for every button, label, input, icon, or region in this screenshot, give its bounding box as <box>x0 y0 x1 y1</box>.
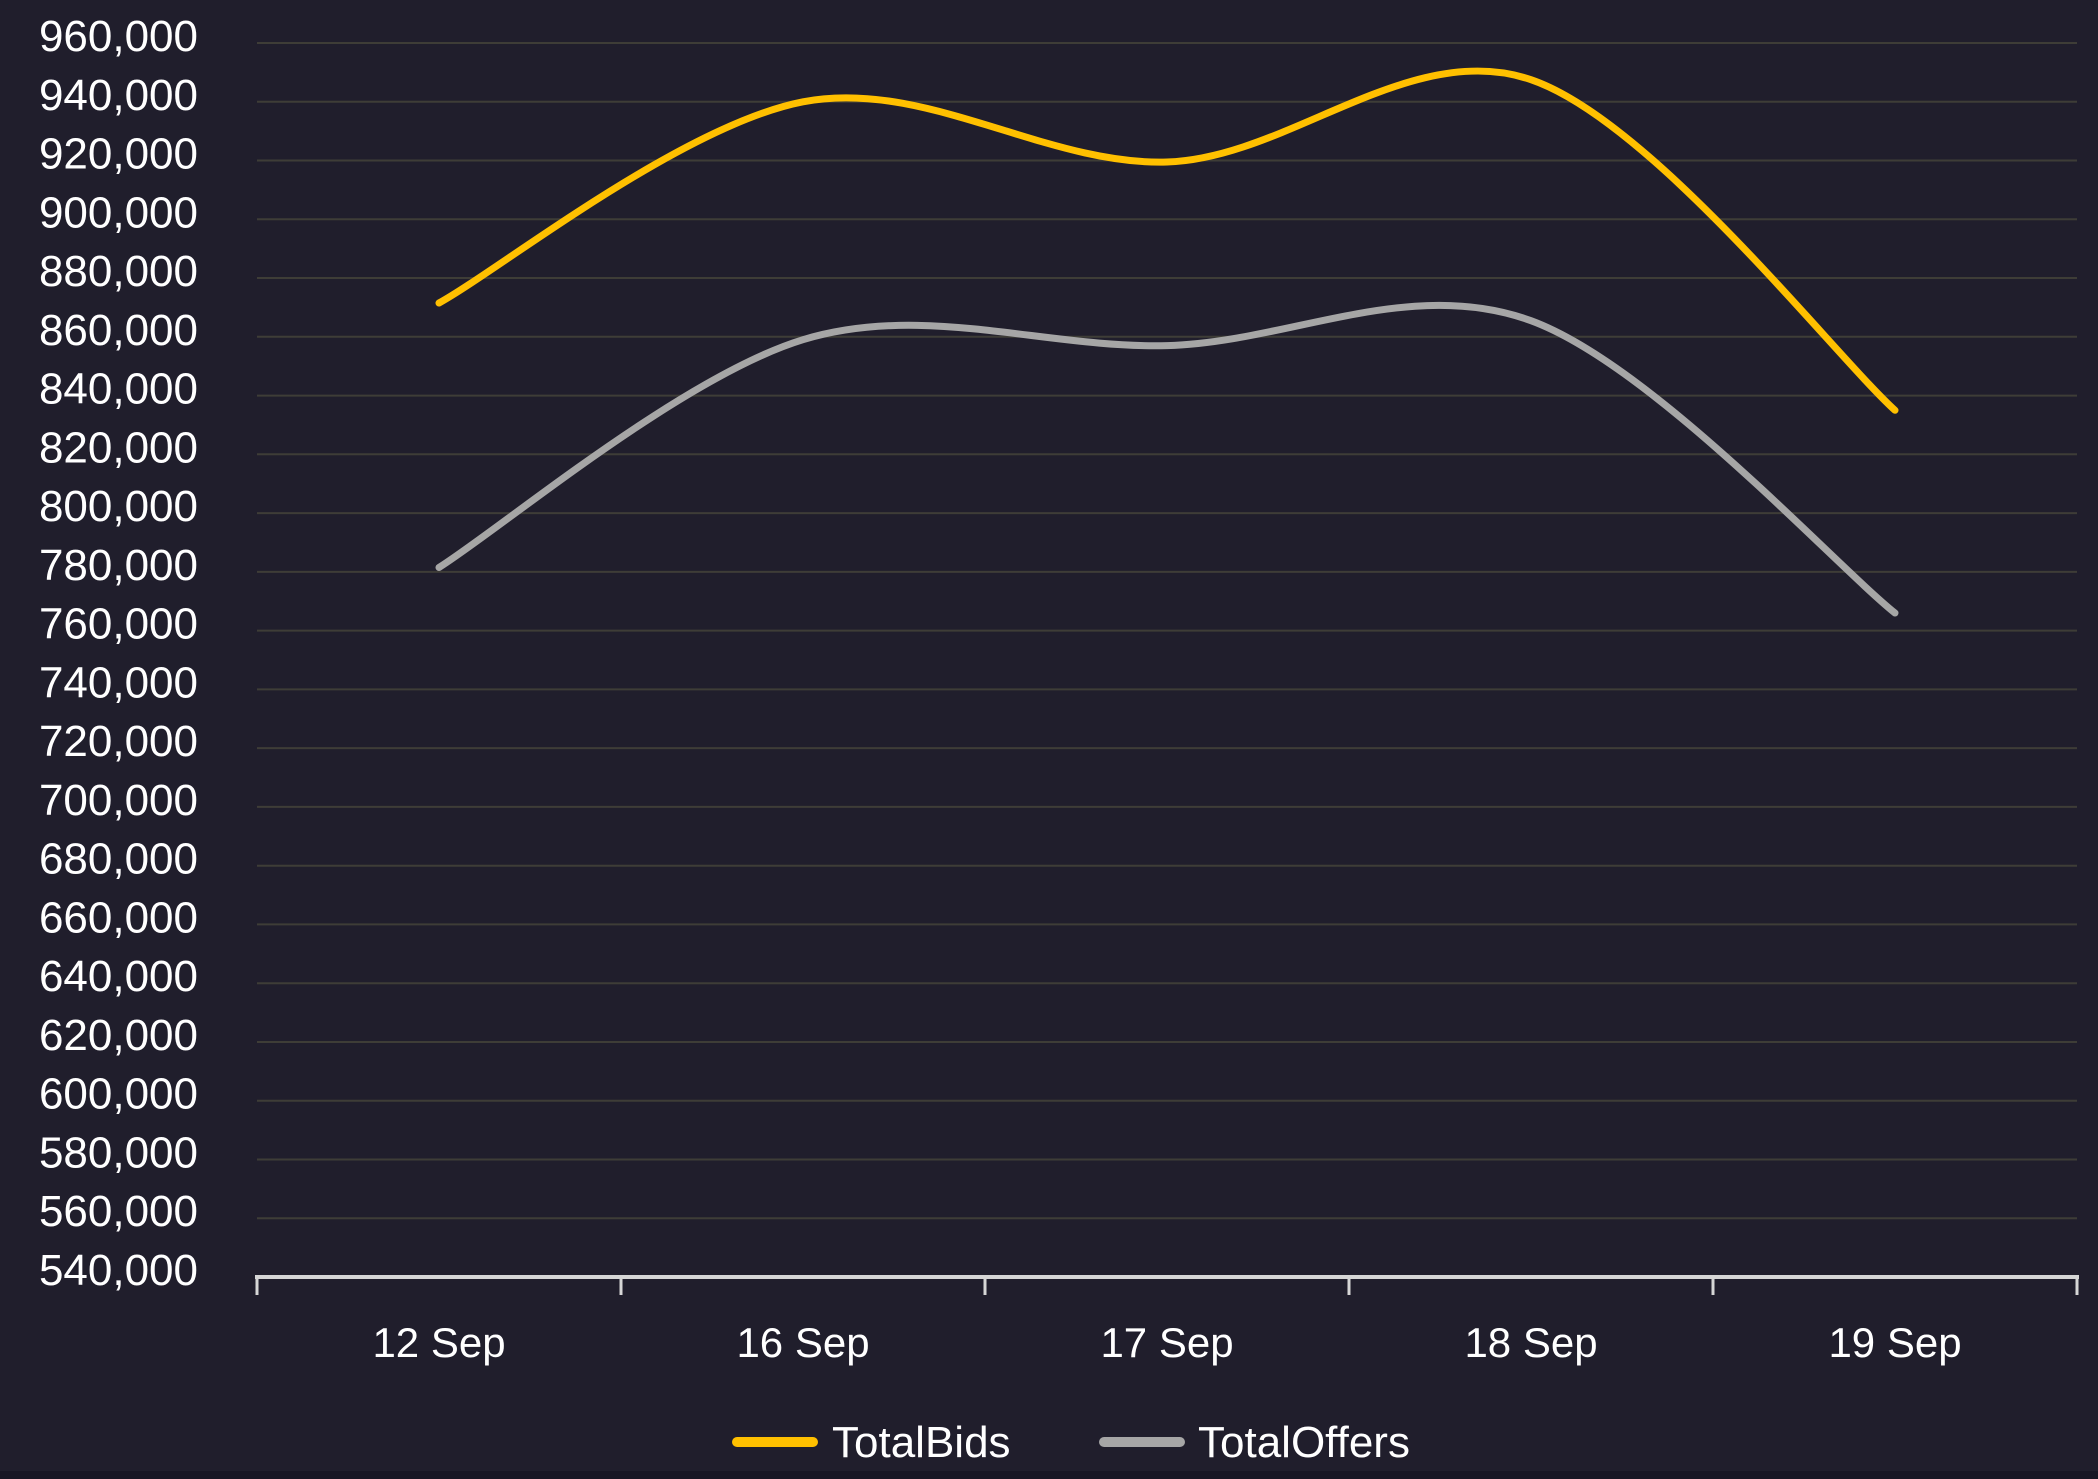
y-axis-tick-label: 940,000 <box>39 71 198 120</box>
y-axis-tick-label: 920,000 <box>39 130 198 179</box>
y-axis-tick-label: 580,000 <box>39 1129 198 1178</box>
y-axis-tick-label: 880,000 <box>39 247 198 296</box>
y-axis-tick-label: 660,000 <box>39 893 198 942</box>
x-axis-tick-label: 12 Sep <box>372 1319 505 1366</box>
bottom-edge-strip <box>0 1471 2098 1479</box>
legend-label-totaloffers: TotalOffers <box>1198 1418 1410 1467</box>
y-axis-tick-label: 820,000 <box>39 423 198 472</box>
y-axis-tick-label: 780,000 <box>39 541 198 590</box>
y-axis-tick-label: 860,000 <box>39 306 198 355</box>
y-axis-tick-label: 900,000 <box>39 188 198 237</box>
y-axis-tick-label: 720,000 <box>39 717 198 766</box>
y-axis-tick-label: 560,000 <box>39 1187 198 1236</box>
gridlines <box>257 42 2077 1220</box>
y-axis-tick-label: 740,000 <box>39 658 198 707</box>
legend: TotalBids TotalOffers <box>732 1418 1410 1467</box>
y-axis-tick-label: 800,000 <box>39 482 198 531</box>
x-axis-labels: 12 Sep 16 Sep 17 Sep 18 Sep 19 Sep <box>372 1319 1961 1366</box>
x-axis-tick-label: 19 Sep <box>1828 1319 1961 1366</box>
x-axis <box>255 1275 2079 1295</box>
x-axis-tick-label: 17 Sep <box>1100 1319 1233 1366</box>
y-axis-tick-label: 840,000 <box>39 365 198 414</box>
x-axis-tick-label: 18 Sep <box>1464 1319 1597 1366</box>
y-axis-tick-label: 960,000 <box>39 12 198 61</box>
y-axis-tick-label: 540,000 <box>39 1246 198 1295</box>
legend-label-totalbids: TotalBids <box>832 1418 1011 1467</box>
y-axis-tick-label: 680,000 <box>39 835 198 884</box>
y-axis-tick-label: 700,000 <box>39 776 198 825</box>
y-axis-tick-label: 640,000 <box>39 952 198 1001</box>
series-line-totaloffers <box>435 301 1899 617</box>
series-line-totalbids <box>435 67 1899 414</box>
y-axis-tick-label: 620,000 <box>39 1011 198 1060</box>
y-axis-tick-label: 760,000 <box>39 600 198 649</box>
series-lines <box>435 67 1899 617</box>
y-axis-tick-label: 600,000 <box>39 1070 198 1119</box>
y-axis-labels: 960,000 940,000 920,000 900,000 880,000 860,0… <box>39 12 198 1295</box>
x-axis-tick-label: 16 Sep <box>736 1319 869 1366</box>
